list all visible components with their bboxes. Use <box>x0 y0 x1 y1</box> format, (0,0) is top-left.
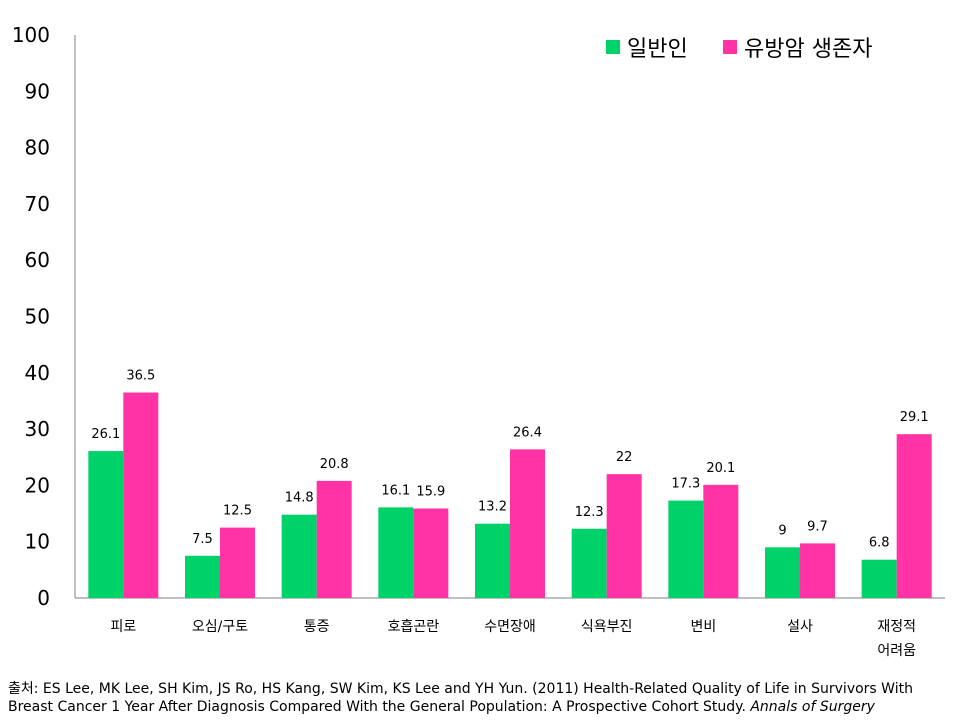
data-label: 16.1 <box>381 483 410 498</box>
source-note: 출처: ES Lee, MK Lee, SH Kim, JS Ro, HS Ka… <box>8 680 953 716</box>
data-label: 20.1 <box>706 461 735 476</box>
y-tick-label: 60 <box>25 248 50 272</box>
y-tick-label: 80 <box>25 136 50 160</box>
data-label: 36.5 <box>126 369 155 384</box>
y-tick-label: 20 <box>25 473 50 497</box>
y-tick-label: 90 <box>25 79 50 103</box>
bar-general <box>378 507 414 598</box>
x-tick-label: 설사 <box>787 619 813 635</box>
legend-label-survivor: 유방암 생존자 <box>744 37 872 62</box>
source-text: 출처: ES Lee, MK Lee, SH Kim, JS Ro, HS Ka… <box>8 681 913 715</box>
bars <box>88 392 932 598</box>
y-tick-label: 70 <box>25 192 50 216</box>
y-tick-label: 40 <box>25 361 50 385</box>
bar-survivor <box>703 484 739 598</box>
data-labels: 26.1 36.5 7.5 12.5 14.8 20.8 16.1 15.9 13.2 26.4 1… <box>91 369 928 551</box>
x-tick-label: 피로 <box>110 619 136 635</box>
bar-general <box>571 528 607 598</box>
bar-survivor <box>413 508 449 598</box>
data-label: 13.2 <box>478 500 507 515</box>
x-tick-label: 변비 <box>690 619 716 635</box>
data-label: 6.8 <box>869 536 890 551</box>
y-tick-label: 0 <box>37 586 50 610</box>
x-tick-label: 수면장애 <box>484 619 536 635</box>
data-label: 17.3 <box>671 477 700 492</box>
x-axis-ticks: 피로 오심/구토 통증 호흡곤란 수면장애 식욕부진 변비 설사 재정적 어려움 <box>110 619 916 659</box>
data-label: 29.1 <box>900 410 929 425</box>
legend-label-general: 일반인 <box>627 37 688 62</box>
x-tick-label: 재정적 어려움 <box>877 619 916 659</box>
bar-general <box>475 523 510 598</box>
data-label: 26.4 <box>513 425 542 440</box>
bar-chart: 0 10 20 30 40 50 60 70 80 90 100 26.1 36.5 7.5 12.5 14… <box>12 23 945 659</box>
source-journal: Annals of Surgery <box>750 699 875 715</box>
bar-survivor <box>896 434 932 598</box>
x-tick-label: 통증 <box>304 619 330 635</box>
bar-general <box>861 559 897 598</box>
data-label: 7.5 <box>192 532 213 547</box>
bar-general <box>668 500 704 598</box>
data-label: 14.8 <box>285 491 314 506</box>
legend: 일반인 유방암 생존자 <box>606 37 872 62</box>
bar-survivor <box>606 474 642 598</box>
x-tick-label: 식욕부진 <box>581 619 633 635</box>
data-label: 26.1 <box>91 427 120 442</box>
y-tick-label: 30 <box>25 417 50 441</box>
y-tick-label: 10 <box>25 530 50 554</box>
legend-swatch-survivor <box>723 40 737 54</box>
bar-survivor <box>220 527 255 598</box>
data-label: 22 <box>616 450 633 465</box>
bar-survivor <box>123 392 159 598</box>
x-tick-label: 호흡곤란 <box>388 619 440 635</box>
data-label: 12.3 <box>575 505 604 520</box>
bar-general <box>185 555 220 598</box>
data-label: 12.5 <box>223 504 252 519</box>
bar-general <box>765 547 800 598</box>
y-axis-ticks: 0 10 20 30 40 50 60 70 80 90 100 <box>12 23 50 610</box>
bar-survivor <box>510 449 545 598</box>
data-label: 9.7 <box>807 519 828 534</box>
y-tick-label: 100 <box>12 23 50 47</box>
bar-general <box>281 514 317 598</box>
bar-survivor <box>800 543 835 598</box>
bar-survivor <box>316 480 352 598</box>
data-label: 20.8 <box>320 457 349 472</box>
bar-general <box>88 451 124 598</box>
data-label: 9 <box>778 523 786 538</box>
data-label: 15.9 <box>416 484 445 499</box>
x-tick-label: 오심/구토 <box>192 619 248 635</box>
legend-swatch-general <box>606 40 620 54</box>
y-tick-label: 50 <box>25 305 50 329</box>
